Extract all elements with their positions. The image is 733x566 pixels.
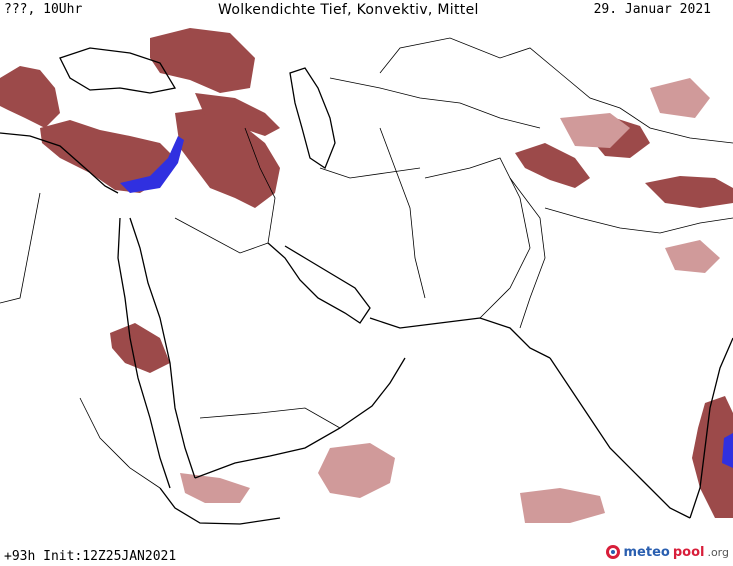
cloud-area-levant [40, 120, 175, 193]
meteopool-logo[interactable]: meteo pool .org [605, 544, 729, 560]
border-central-asia [329, 77, 541, 129]
coastline-mediterranean [0, 132, 119, 194]
valid-date: 29. Januar 2021 [593, 2, 711, 17]
border-iran-iraq [244, 127, 276, 244]
cloud-area-turkey-west [0, 66, 60, 128]
border-pakistan-india [509, 177, 546, 329]
cloud-area-china-east [645, 176, 733, 208]
border-sudan [79, 397, 161, 489]
cloud-area-gulf-aden [180, 473, 250, 503]
logo-text-org: .org [707, 545, 729, 559]
cloud-areas-light [180, 78, 720, 523]
cloud-area-indian-ocean [520, 488, 605, 523]
convective-cell-levant [120, 136, 184, 193]
border-saudi-north [174, 217, 269, 254]
convective-cell-sri-lanka [722, 433, 733, 468]
border-saudi-yemen [199, 407, 341, 429]
meteopool-logo-icon [605, 545, 620, 559]
coastline-red-sea-east [129, 217, 196, 479]
coastline-arabian-sea-north [369, 317, 551, 359]
cloud-area-bay-bengal [665, 240, 720, 273]
border-egypt-libya [0, 192, 41, 304]
coastline-india-west [549, 357, 691, 519]
coastline-black-sea [59, 47, 177, 94]
init-time-label: +93h Init:12Z25JAN2021 [4, 549, 177, 564]
cloud-areas-dense [0, 28, 733, 518]
coastline-arabia-south [194, 357, 406, 479]
coastline-africa-horn [159, 487, 281, 525]
coastline-india-east [689, 337, 733, 519]
footer-bar: +93h Init:12Z25JAN2021 meteo pool .org [0, 540, 733, 566]
convective-cells [120, 136, 733, 468]
border-china-west [559, 72, 733, 144]
border-turkmenistan [319, 167, 421, 179]
cloud-area-caucasus [195, 93, 280, 136]
cloud-area-pacific-north [650, 78, 710, 118]
logo-text-pool: pool [672, 544, 705, 560]
coastlines [0, 47, 733, 525]
cloud-area-iraq-iran [175, 108, 280, 208]
cloud-area-himalaya [515, 143, 590, 188]
cloud-area-black-sea [150, 28, 255, 93]
cloud-area-central-asia [560, 113, 630, 148]
weather-map [0, 28, 733, 525]
border-afghanistan-pakistan [424, 157, 531, 319]
coastline-caspian [289, 67, 336, 169]
cloud-area-arabian-sea [318, 443, 395, 498]
logo-text-meteo: meteo [623, 544, 670, 560]
run-label: ???, 10Uhr [4, 2, 83, 17]
border-iran-afghanistan [379, 127, 426, 299]
coastline-red-sea-west [117, 217, 171, 489]
border-kazakhstan [379, 37, 561, 74]
border-india-china [544, 207, 733, 234]
cloud-area-sri-lanka [692, 396, 733, 518]
country-borders [0, 37, 733, 489]
coastline-persian-gulf [267, 242, 371, 324]
map-title: Wolkendichte Tief, Konvektiv, Mittel [218, 2, 479, 18]
header-bar: ???, 10Uhr Wolkendichte Tief, Konvektiv,… [0, 0, 733, 20]
cloud-area-red-sea-west [110, 323, 170, 373]
